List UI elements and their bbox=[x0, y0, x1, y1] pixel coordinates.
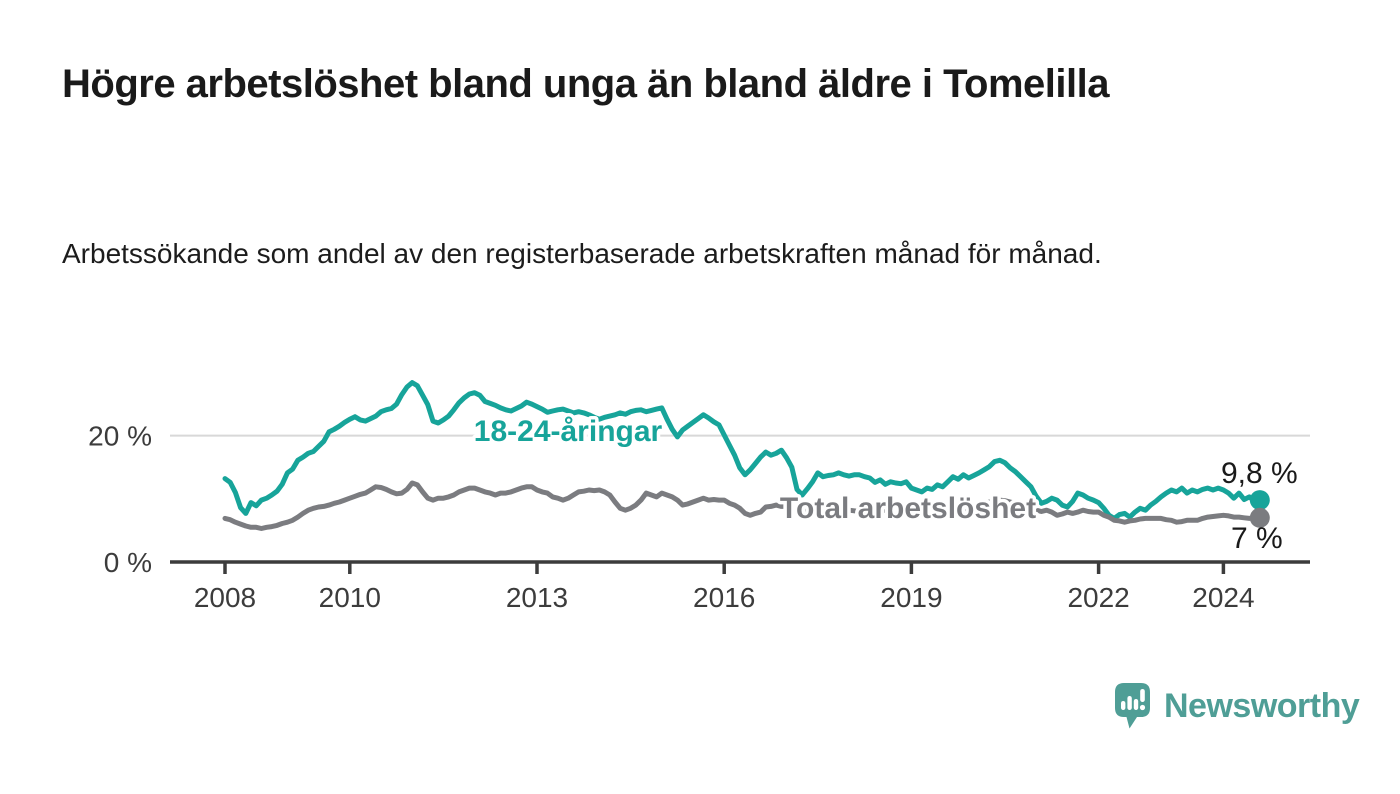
newsworthy-logo-text: Newsworthy bbox=[1164, 686, 1360, 725]
series-line-total bbox=[222, 480, 1263, 531]
series-end-dot-young bbox=[1249, 490, 1270, 511]
x-axis-tick-label: 2019 bbox=[880, 582, 942, 613]
end-value-label-young: 9,8 % bbox=[1221, 457, 1298, 490]
chart-series-lines bbox=[222, 380, 1270, 531]
chart-annotations: 18-24-åringar Total arbetslöshet 9,8 % 7… bbox=[470, 412, 1298, 556]
x-axis-tick-label: 2016 bbox=[693, 582, 755, 613]
series-end-dot-total bbox=[1249, 507, 1270, 528]
x-axis-tick-label: 2013 bbox=[506, 582, 568, 613]
page-title: Högre arbetslöshet bland unga än bland ä… bbox=[62, 62, 1110, 106]
series-line-young bbox=[222, 380, 1263, 521]
chart-axes: 0 % 20 % 2008 2010 2013 2016 2019 2022 2024 bbox=[88, 421, 1310, 613]
y-axis-tick-label: 0 % bbox=[104, 547, 152, 578]
page-subtitle: Arbetssökande som andel av den registerb… bbox=[62, 238, 1102, 269]
newsworthy-logo-icon bbox=[1115, 683, 1150, 729]
series-label-18-24-aringar: 18-24-åringar bbox=[474, 415, 663, 448]
y-axis-tick-label: 20 % bbox=[88, 421, 152, 452]
x-axis-tick-label: 2022 bbox=[1067, 582, 1129, 613]
series-label-total-arbetsloshet: Total arbetslöshet bbox=[780, 492, 1036, 525]
end-value-label-total: 7 % bbox=[1231, 522, 1283, 555]
x-axis-tick-label: 2008 bbox=[194, 582, 256, 613]
newsworthy-logo: Newsworthy bbox=[1114, 682, 1360, 730]
x-axis-tick-label: 2010 bbox=[319, 582, 381, 613]
x-axis-tick-label: 2024 bbox=[1192, 582, 1254, 613]
